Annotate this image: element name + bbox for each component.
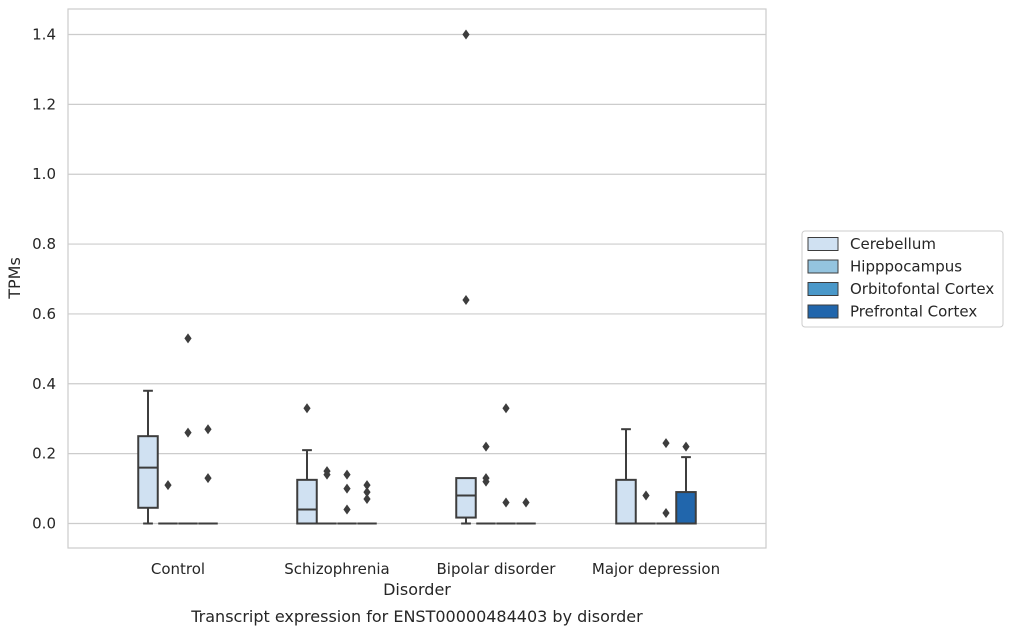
- box-prefrontal-cortex: [516, 497, 536, 525]
- y-tick-label: 0.2: [32, 445, 56, 463]
- box-hipppocampus: [317, 466, 337, 525]
- x-tick-label: Control: [151, 560, 205, 578]
- box-prefrontal-cortex: [675, 441, 697, 525]
- box-body: [615, 478, 637, 525]
- box-orbitofontal-cortex: [178, 333, 198, 525]
- box-orbitofontal-cortex: [496, 403, 516, 525]
- legend-label: Orbitofontal Cortex: [850, 280, 994, 298]
- outlier-point: [363, 487, 371, 498]
- y-tick-label: 0.0: [32, 515, 56, 533]
- legend-label: Prefrontal Cortex: [850, 303, 977, 321]
- legend-swatch: [807, 237, 839, 251]
- box-hipppocampus: [476, 441, 496, 525]
- chart-caption: Transcript expression for ENST0000048440…: [190, 607, 643, 626]
- box-cerebellum: [455, 29, 477, 525]
- legend-label: Cerebellum: [850, 235, 936, 253]
- y-tick-label: 0.8: [32, 235, 56, 253]
- y-tick-labels: 0.0 0.2 0.4 0.6 0.8 1.0 1.2 1.4: [32, 26, 56, 533]
- x-tick-label: Schizophrenia: [284, 560, 389, 578]
- outlier-point: [482, 441, 490, 452]
- x-tick-label: Bipolar disorder: [437, 560, 557, 578]
- outlier-point: [184, 427, 192, 438]
- outlier-point: [522, 497, 530, 508]
- outlier-point: [343, 483, 351, 494]
- outlier-point: [662, 438, 670, 449]
- legend-swatch: [807, 259, 839, 274]
- y-tick-label: 1.2: [32, 95, 56, 113]
- outlier-point: [363, 480, 371, 491]
- legend-frame: [801, 230, 1004, 328]
- box-body: [675, 491, 697, 525]
- legend-swatch: [807, 282, 839, 296]
- grid-lines: [68, 33, 766, 525]
- outlier-point: [482, 476, 490, 487]
- y-axis-label: TPMs: [5, 257, 24, 300]
- outlier-point: [662, 508, 670, 519]
- outlier-point: [204, 473, 212, 484]
- legend: Cerebellum Hipppocampus Orbitofontal Corte…: [801, 230, 1004, 328]
- box-cerebellum: [615, 428, 637, 525]
- box-prefrontal-cortex: [198, 424, 218, 525]
- box-marks: [137, 29, 697, 525]
- box-prefrontal-cortex: [357, 480, 377, 525]
- outlier-point: [164, 480, 172, 491]
- plot-frame: [67, 8, 767, 549]
- box-body: [137, 435, 159, 509]
- outlier-point: [502, 403, 510, 414]
- box-cerebellum: [296, 403, 318, 525]
- outlier-point: [363, 494, 371, 505]
- box-hipppocampus: [636, 490, 656, 525]
- box-orbitofontal-cortex: [656, 438, 676, 525]
- y-tick-label: 0.4: [32, 375, 56, 393]
- box-body: [455, 477, 477, 519]
- box-cerebellum: [137, 389, 159, 525]
- outlier-point: [502, 497, 510, 508]
- outlier-point: [343, 469, 351, 480]
- outlier-point: [462, 294, 470, 305]
- y-tick-label: 0.6: [32, 305, 56, 323]
- outlier-point: [642, 490, 650, 501]
- x-tick-label: Major depression: [592, 560, 720, 578]
- outlier-point: [682, 441, 690, 452]
- outlier-point: [343, 504, 351, 515]
- outlier-point: [323, 469, 331, 480]
- legend-label: Hipppocampus: [850, 258, 962, 276]
- box-hipppocampus: [158, 480, 178, 525]
- outlier-point: [462, 29, 470, 40]
- legend-swatch: [807, 304, 839, 319]
- y-tick-label: 1.4: [32, 26, 56, 44]
- box-body: [296, 478, 318, 525]
- outlier-point: [184, 333, 192, 344]
- y-tick-label: 1.0: [32, 165, 56, 183]
- outlier-point: [204, 424, 212, 435]
- x-tick-labels: Control Schizophrenia Bipolar disorder Majo…: [151, 560, 720, 578]
- box-orbitofontal-cortex: [337, 469, 357, 525]
- outlier-point: [303, 403, 311, 414]
- x-axis-label: Disorder: [383, 580, 451, 599]
